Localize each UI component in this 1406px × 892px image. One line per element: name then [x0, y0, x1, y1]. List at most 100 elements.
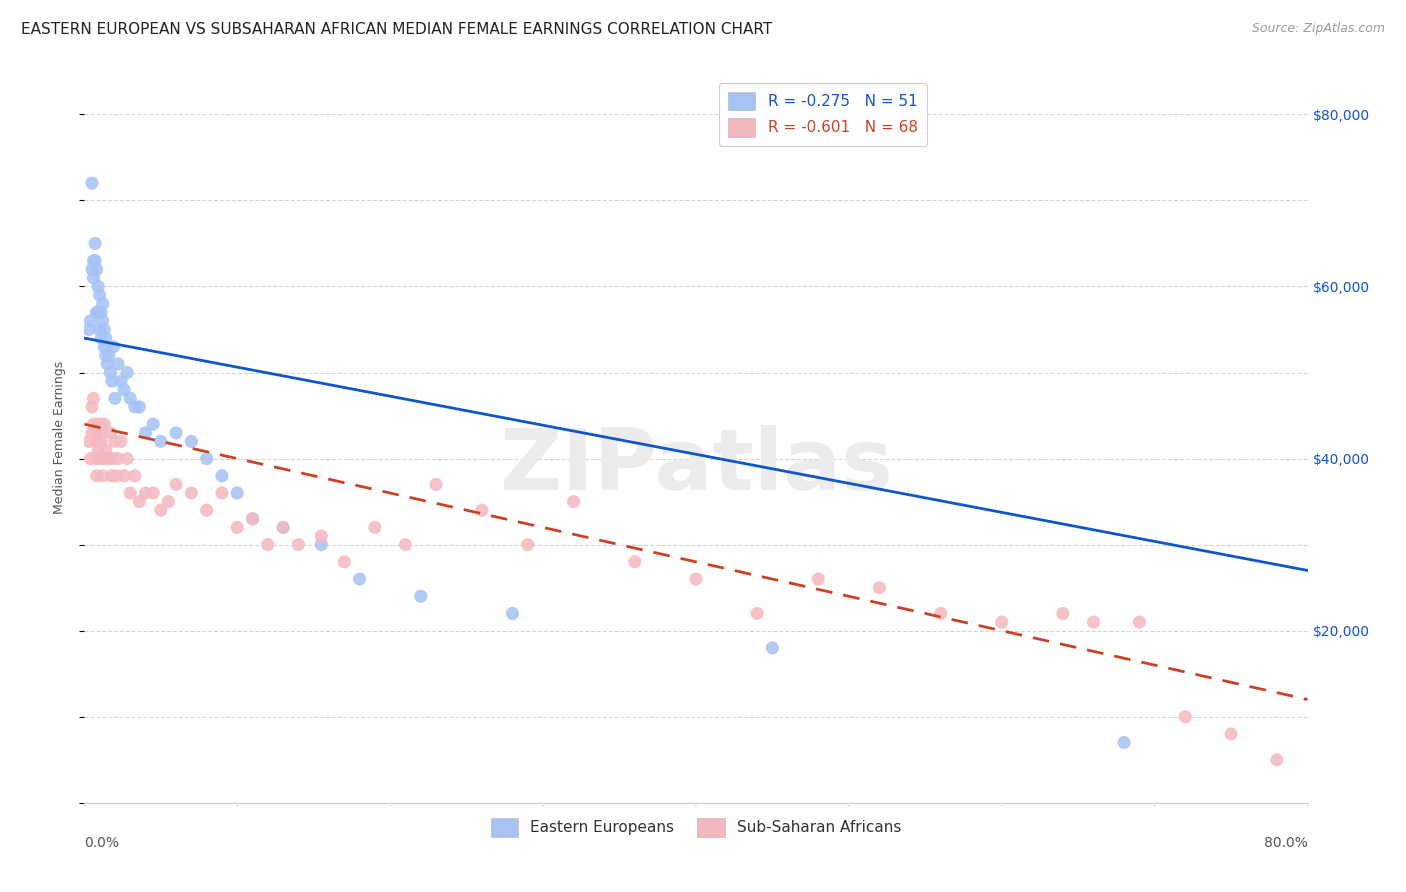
- Point: [80, 176, 103, 190]
- Point: [142, 486, 165, 500]
- Point: [409, 589, 432, 603]
- Point: [869, 581, 891, 595]
- Point: [226, 520, 249, 534]
- Point: [89, 451, 111, 466]
- Point: [83, 417, 105, 432]
- Point: [80, 425, 103, 440]
- Point: [103, 451, 125, 466]
- Point: [149, 503, 172, 517]
- Point: [94, 348, 117, 362]
- Point: [77, 322, 100, 336]
- Point: [86, 305, 108, 319]
- Text: Source: ZipAtlas.com: Source: ZipAtlas.com: [1251, 22, 1385, 36]
- Point: [98, 366, 121, 380]
- Point: [135, 425, 157, 440]
- Point: [79, 451, 101, 466]
- Point: [90, 305, 112, 319]
- Point: [165, 477, 187, 491]
- Point: [425, 477, 447, 491]
- Point: [89, 288, 111, 302]
- Point: [86, 468, 108, 483]
- Point: [101, 468, 124, 483]
- Point: [502, 607, 524, 621]
- Point: [120, 486, 142, 500]
- Point: [624, 555, 647, 569]
- Point: [107, 357, 129, 371]
- Point: [242, 512, 264, 526]
- Point: [311, 529, 333, 543]
- Point: [115, 451, 138, 466]
- Point: [84, 451, 107, 466]
- Point: [516, 538, 538, 552]
- Point: [110, 434, 132, 449]
- Point: [1220, 727, 1243, 741]
- Point: [93, 340, 115, 354]
- Point: [157, 494, 180, 508]
- Point: [80, 262, 103, 277]
- Point: [128, 400, 150, 414]
- Point: [1128, 615, 1150, 629]
- Point: [94, 442, 117, 457]
- Point: [747, 607, 769, 621]
- Point: [1114, 735, 1136, 749]
- Point: [87, 417, 110, 432]
- Point: [87, 442, 110, 457]
- Point: [807, 572, 830, 586]
- Point: [91, 468, 114, 483]
- Point: [257, 538, 280, 552]
- Point: [165, 425, 187, 440]
- Point: [91, 451, 114, 466]
- Point: [311, 538, 333, 552]
- Point: [226, 486, 249, 500]
- Point: [84, 425, 107, 440]
- Point: [86, 262, 108, 277]
- Point: [87, 279, 110, 293]
- Point: [333, 555, 356, 569]
- Point: [79, 314, 101, 328]
- Point: [103, 340, 125, 354]
- Point: [685, 572, 707, 586]
- Point: [991, 615, 1014, 629]
- Point: [84, 253, 107, 268]
- Point: [394, 538, 416, 552]
- Point: [120, 392, 142, 406]
- Point: [929, 607, 952, 621]
- Point: [89, 322, 111, 336]
- Point: [1174, 710, 1197, 724]
- Point: [271, 520, 294, 534]
- Point: [77, 434, 100, 449]
- Text: 0.0%: 0.0%: [84, 836, 120, 850]
- Point: [86, 434, 108, 449]
- Point: [562, 494, 585, 508]
- Point: [98, 425, 121, 440]
- Point: [101, 374, 124, 388]
- Y-axis label: Median Female Earnings: Median Female Earnings: [52, 360, 66, 514]
- Point: [211, 468, 233, 483]
- Point: [1265, 753, 1288, 767]
- Point: [211, 486, 233, 500]
- Point: [364, 520, 387, 534]
- Point: [83, 392, 105, 406]
- Point: [97, 451, 120, 466]
- Point: [83, 253, 105, 268]
- Point: [195, 503, 218, 517]
- Point: [89, 425, 111, 440]
- Point: [761, 640, 783, 655]
- Point: [112, 468, 135, 483]
- Point: [84, 236, 107, 251]
- Legend: Eastern Europeans, Sub-Saharan Africans: Eastern Europeans, Sub-Saharan Africans: [485, 812, 907, 843]
- Point: [90, 417, 112, 432]
- Point: [471, 503, 494, 517]
- Point: [124, 400, 146, 414]
- Point: [93, 417, 115, 432]
- Point: [110, 374, 132, 388]
- Point: [80, 400, 103, 414]
- Point: [91, 296, 114, 310]
- Point: [104, 392, 127, 406]
- Point: [87, 305, 110, 319]
- Point: [112, 383, 135, 397]
- Point: [96, 451, 118, 466]
- Point: [149, 434, 172, 449]
- Point: [97, 348, 120, 362]
- Point: [90, 434, 112, 449]
